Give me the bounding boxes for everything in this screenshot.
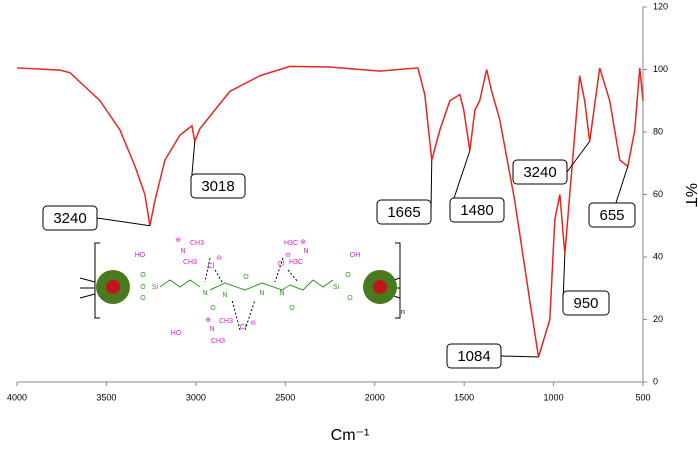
h-bonds [204,257,299,331]
structure-label: OH [350,252,361,259]
structure-label: N [303,248,308,255]
structure-label: O [289,305,295,312]
x-tick-label: 1000 [544,392,564,402]
structure-label: N [202,290,207,297]
annotation-label: 1084 [457,348,490,365]
structure-label: Si [333,284,340,291]
structure-label: CH3 [183,259,197,266]
structure-label: N [209,326,214,333]
structure-label: Cl [240,324,247,331]
structure-label: HO [171,330,182,337]
structure-label: O [345,272,351,279]
leader-line [96,217,150,227]
annotation-box [449,197,505,223]
x-axis-label: Cm⁻¹ [331,427,370,444]
particle-core [106,280,120,294]
x-tick-label: 4000 [7,392,27,402]
y-axis-label: %T [682,183,698,207]
structure-label: O [140,284,146,291]
y-tick-label: 120 [653,1,668,11]
leader-line [566,141,591,173]
structure-label: N [279,290,284,297]
bracket [94,242,401,319]
annotation-box [446,343,502,369]
chain [159,279,334,291]
annotation-label: 1665 [387,204,420,221]
x-tick-label: 2000 [365,392,385,402]
particle-core [373,280,387,294]
y-tick-label: 100 [653,64,668,74]
spectrum-line [16,65,644,358]
structure-label: ⊕ [205,317,211,324]
leader-line [500,355,539,358]
structure-label: O [140,295,146,302]
annotation-box [190,173,246,199]
y-tick-label: 0 [653,376,658,386]
y-tick-label: 40 [653,251,663,261]
structure-label: CH3 [190,240,204,247]
structure-label: ⊖ [250,320,256,327]
annotation-box [562,290,610,316]
structure-label: ⊖ [216,255,222,262]
structure-label: N [259,290,264,297]
x-tick-label: 2500 [275,392,295,402]
annotation-label: 3240 [523,164,556,181]
x-tick-label: 1500 [454,392,474,402]
structure-label: Si [152,284,159,291]
structure-label: N [180,248,185,255]
x-tick-label: 3000 [186,392,206,402]
structure-label: ⊕ [300,239,306,246]
structure-label: HO [135,252,146,259]
annotation-label: 1480 [460,202,493,219]
structure-label: O [140,272,146,279]
structure-label: H3C [284,240,298,247]
y-tick-label: 20 [653,314,663,324]
structure-label: O [210,305,216,312]
structure-label: H3C [289,259,303,266]
annotation-box [42,205,98,231]
structure [79,242,401,331]
structure-label: Cl [208,263,215,270]
x-tick-label: 3500 [96,392,116,402]
structure-label: Cl [278,261,285,268]
annotation-label: 3018 [201,178,234,195]
annotation-label: 655 [599,207,624,224]
structure-label: CH3 [211,338,225,345]
annotation-label: 3240 [53,210,86,227]
y-tick-label: 60 [653,189,663,199]
annotation-box [512,159,568,185]
structure-label: ⊖ [285,252,291,259]
structure-label: O [347,295,353,302]
y-tick-label: 80 [653,126,663,136]
annotation-box [376,199,432,225]
structure-label: ⊕ [175,237,181,244]
structure-label: CH3 [219,318,233,325]
x-tick-label: 500 [635,392,650,402]
structure-label: O [243,274,249,281]
structure-label: N [222,292,227,299]
structure-label: n [401,309,405,316]
annotation-box [588,202,636,228]
annotation-label: 950 [573,295,598,312]
